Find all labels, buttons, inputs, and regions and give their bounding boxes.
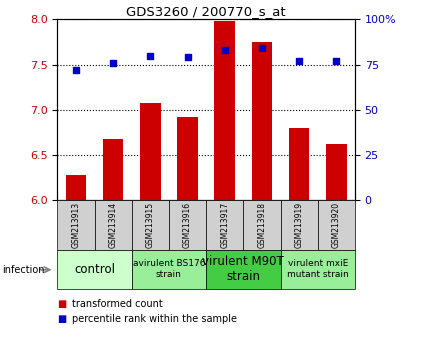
Point — [333, 58, 340, 64]
Text: percentile rank within the sample: percentile rank within the sample — [72, 314, 237, 324]
Text: virulent M90T
strain: virulent M90T strain — [202, 255, 284, 283]
Text: transformed count: transformed count — [72, 299, 163, 309]
Bar — [252, 42, 272, 200]
Point — [73, 67, 79, 73]
Text: avirulent BS176
strain: avirulent BS176 strain — [133, 259, 205, 279]
Bar — [206, 250, 280, 289]
Text: ■: ■ — [57, 314, 67, 324]
Bar — [280, 250, 355, 289]
Bar — [317, 200, 355, 250]
Title: GDS3260 / 200770_s_at: GDS3260 / 200770_s_at — [126, 5, 286, 18]
Bar — [177, 117, 198, 200]
Bar — [57, 250, 132, 289]
Point — [258, 46, 265, 51]
Bar — [94, 200, 132, 250]
Bar — [140, 103, 161, 200]
Bar — [57, 200, 94, 250]
Text: GSM213919: GSM213919 — [295, 202, 303, 248]
Bar — [326, 144, 346, 200]
Text: GSM213914: GSM213914 — [109, 202, 118, 248]
Text: virulent mxiE
mutant strain: virulent mxiE mutant strain — [287, 259, 348, 279]
Text: control: control — [74, 263, 115, 275]
Text: GSM213915: GSM213915 — [146, 202, 155, 248]
Bar — [280, 200, 317, 250]
Point — [110, 60, 116, 65]
Bar — [66, 175, 86, 200]
Bar — [289, 128, 309, 200]
Text: ■: ■ — [57, 299, 67, 309]
Point — [184, 55, 191, 60]
Bar — [132, 200, 169, 250]
Text: GSM213916: GSM213916 — [183, 202, 192, 248]
Point — [221, 47, 228, 53]
Point — [296, 58, 303, 64]
Bar — [132, 250, 206, 289]
Text: GSM213918: GSM213918 — [258, 202, 266, 248]
Bar — [169, 200, 206, 250]
Bar — [206, 200, 243, 250]
Bar — [243, 200, 280, 250]
Bar — [103, 139, 123, 200]
Text: GSM213920: GSM213920 — [332, 202, 341, 248]
Text: infection: infection — [2, 265, 45, 275]
Text: GSM213913: GSM213913 — [71, 202, 80, 248]
Bar — [215, 21, 235, 200]
Point — [147, 53, 154, 58]
Text: GSM213917: GSM213917 — [220, 202, 229, 248]
